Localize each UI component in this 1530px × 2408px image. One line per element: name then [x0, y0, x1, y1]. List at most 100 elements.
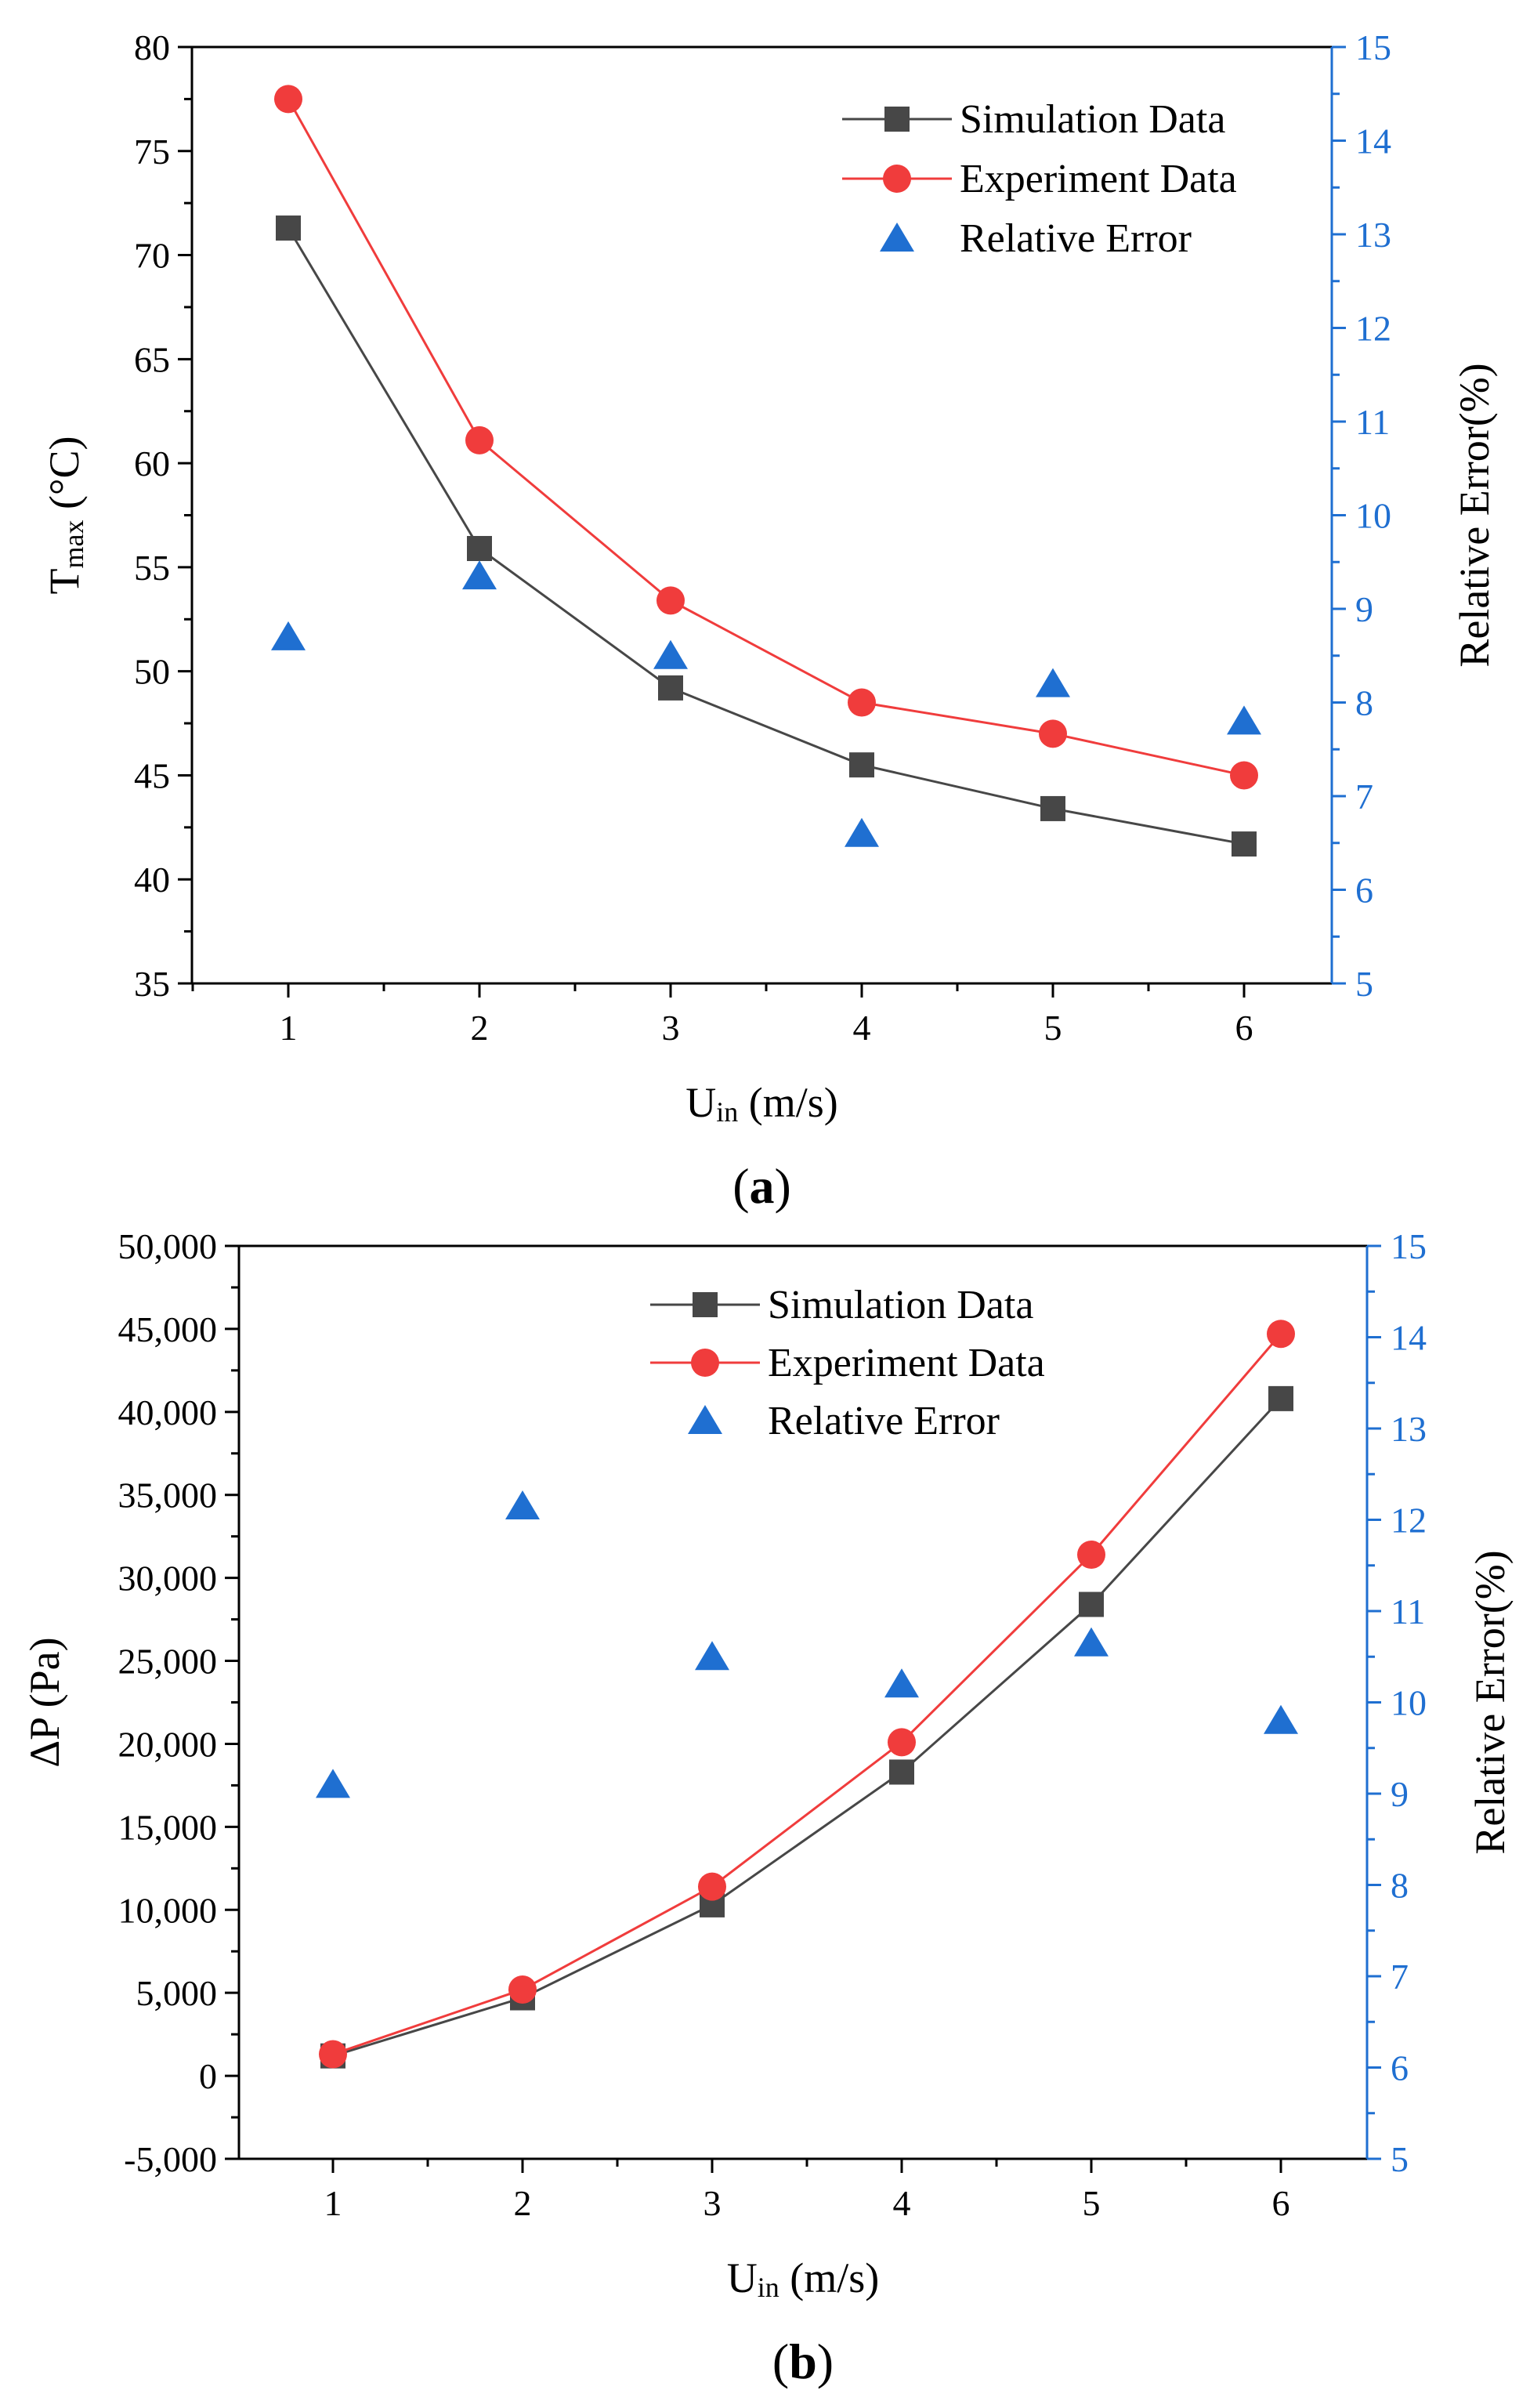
- x-tick-label: 6: [1235, 1008, 1253, 1048]
- y-tick-label-right: 12: [1355, 309, 1391, 349]
- y-tick-label-left: 35: [134, 964, 170, 1004]
- y-tick-label-left: 20,000: [118, 1724, 218, 1764]
- data-point: [1230, 761, 1258, 790]
- data-point: [1232, 831, 1257, 857]
- data-point: [1227, 705, 1261, 735]
- legend-marker: [883, 165, 911, 193]
- data-point: [888, 1728, 916, 1757]
- y-tick-label-right: 6: [1391, 2048, 1409, 2088]
- data-point: [319, 2040, 347, 2069]
- panel-label-letter: b: [789, 2334, 817, 2389]
- data-point: [1267, 1320, 1295, 1349]
- data-point: [884, 1668, 919, 1698]
- x-axis-title-sub: in: [758, 2272, 779, 2303]
- y-axis-title-right: Relative Error(%): [1467, 1550, 1514, 1854]
- x-tick-label: 1: [324, 2183, 342, 2223]
- y-axis-title-left: ΔP (Pa): [21, 1637, 68, 1767]
- y-tick-label-right: 15: [1391, 1226, 1427, 1266]
- x-tick-label: 3: [662, 1008, 680, 1048]
- x-tick-label: 4: [893, 2183, 911, 2223]
- x-tick-label: 2: [514, 2183, 532, 2223]
- x-tick-label: 5: [1044, 1008, 1062, 1048]
- data-point: [1040, 795, 1065, 821]
- series-line: [287, 98, 1245, 777]
- y-tick-label-right: 15: [1355, 27, 1391, 67]
- data-point: [849, 752, 874, 778]
- x-axis-title-main: U: [685, 1079, 716, 1126]
- y-tick-label-right: 11: [1391, 1591, 1425, 1631]
- series-line: [287, 227, 1245, 846]
- data-point: [848, 688, 876, 717]
- y-tick-label-left: 35,000: [118, 1476, 218, 1515]
- series-experiment-data: [274, 85, 1258, 790]
- y-axis-title-main: ΔP (Pa): [21, 1637, 68, 1767]
- panel-label: (a): [732, 1158, 791, 1214]
- legend-marker: [688, 1405, 722, 1434]
- data-point: [467, 535, 492, 561]
- data-point: [1036, 668, 1070, 697]
- data-point: [508, 1975, 537, 2004]
- legend-marker: [691, 1349, 719, 1377]
- y-tick-label-left: 45: [134, 755, 170, 795]
- legend-label: Simulation Data: [960, 97, 1225, 142]
- y-tick-label-right: 5: [1391, 2139, 1409, 2179]
- panel-label-letter: a: [750, 1158, 775, 1214]
- y-tick-label-left: 40,000: [118, 1392, 218, 1432]
- y-tick-label-left: 70: [134, 236, 170, 276]
- y-axis-title-main: T: [41, 569, 88, 595]
- y-tick-label-right: 9: [1391, 1774, 1409, 1814]
- panel-label-close: ): [775, 1158, 791, 1214]
- x-tick-label: 1: [280, 1008, 298, 1048]
- legend-marker: [880, 223, 914, 252]
- panel-label-close: ): [817, 2334, 834, 2389]
- series-line: [332, 1397, 1282, 2058]
- data-point: [1039, 719, 1067, 748]
- y-tick-label-left: 45,000: [118, 1309, 218, 1349]
- x-axis-title-unit: (m/s): [779, 2254, 880, 2301]
- data-point: [465, 425, 494, 454]
- x-axis-title: Uin (m/s): [685, 1079, 838, 1128]
- legend-label: Simulation Data: [768, 1283, 1033, 1327]
- y-tick-label-left: 80: [134, 27, 170, 67]
- legend: Simulation Data Experiment Data Relative E…: [842, 97, 1237, 261]
- data-point: [271, 621, 306, 650]
- data-point: [276, 215, 301, 241]
- x-tick-label: 5: [1083, 2183, 1101, 2223]
- y-tick-label-left: 5,000: [136, 1973, 218, 2013]
- data-point: [1079, 1591, 1104, 1617]
- y-tick-label-left: 25,000: [118, 1642, 218, 1682]
- data-point: [889, 1759, 914, 1785]
- x-axis-title-unit: (m/s): [738, 1079, 838, 1126]
- x-tick-label: 4: [853, 1008, 871, 1048]
- data-point: [1264, 1704, 1298, 1734]
- y-tick-label-right: 8: [1391, 1866, 1409, 1906]
- y-tick-label-right: 13: [1391, 1409, 1427, 1449]
- series-simulation-data: [276, 215, 1257, 857]
- y-tick-label-left: 15,000: [118, 1807, 218, 1847]
- y-tick-label-left: 75: [134, 132, 170, 172]
- x-tick-label: 3: [704, 2183, 722, 2223]
- y-axis-title-sub: max: [58, 520, 89, 569]
- y-tick-label-right: 6: [1355, 871, 1373, 911]
- y-tick-label-right: 7: [1355, 777, 1373, 817]
- y-tick-label-left: 60: [134, 444, 170, 483]
- y-tick-label-left: 10,000: [118, 1890, 218, 1930]
- y-tick-label-right: 13: [1355, 215, 1391, 255]
- data-point: [1077, 1540, 1105, 1569]
- y-tick-label-left: 30,000: [118, 1559, 218, 1599]
- y-tick-label-left: 65: [134, 339, 170, 379]
- x-tick-label: 2: [471, 1008, 489, 1048]
- y-tick-label-right: 5: [1355, 964, 1373, 1004]
- legend-marker: [884, 107, 910, 132]
- data-point: [274, 85, 302, 114]
- panel-label-open: (: [732, 1158, 749, 1214]
- data-point: [695, 1641, 729, 1671]
- legend-label: Relative Error: [768, 1399, 1000, 1443]
- y-tick-label-right: 10: [1391, 1683, 1427, 1723]
- y-tick-label-left: 55: [134, 548, 170, 588]
- x-axis-title-sub: in: [716, 1096, 738, 1128]
- series-relative-error: [316, 1490, 1298, 1798]
- panel-label-open: (: [772, 2334, 789, 2389]
- y-tick-label-right: 14: [1391, 1318, 1427, 1358]
